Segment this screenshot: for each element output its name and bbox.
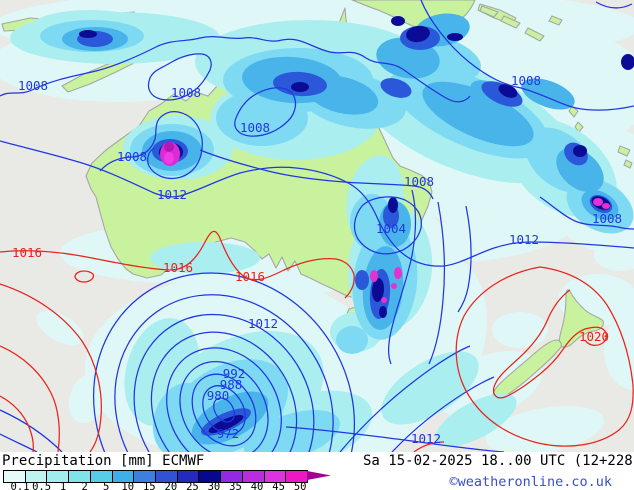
- isobar-labels: 1008 1008 1008 1008 1012 1008 1008 1004 1008 1012…: [12, 73, 622, 446]
- isobar-label: 1016: [12, 245, 42, 260]
- isobar-label: 972: [217, 426, 240, 441]
- unit-label: [mm]: [120, 453, 154, 469]
- colorbar-tick: 20: [164, 481, 178, 490]
- colorbar-segment: [134, 471, 157, 482]
- isobar-label: 1008: [511, 73, 541, 88]
- colorbar-segment: [156, 471, 178, 482]
- isobars-high: [0, 230, 634, 452]
- precip-layer-magenta: [160, 142, 610, 303]
- colorbar: [3, 470, 308, 483]
- copyright: ©weatheronline.co.uk: [449, 474, 612, 490]
- colorbar-tick: 30: [207, 481, 221, 490]
- isobars-low: [0, 0, 634, 452]
- colorbar-segment: [199, 471, 222, 482]
- nz-north-island: [558, 289, 604, 348]
- isobar-label: 992: [223, 366, 246, 381]
- colorbar-segment: [69, 471, 91, 482]
- isobar-label: 1012: [157, 187, 187, 202]
- legend-bar: Precipitation [mm] ECMWF Sa 15-02-2025 1…: [0, 452, 634, 490]
- nz-south-island: [492, 339, 562, 400]
- colorbar-tick: 0.1: [10, 481, 30, 490]
- isobar-label: 1008: [404, 174, 434, 189]
- isobar-label: 980: [207, 388, 230, 403]
- valid-time: Sa 15-02-2025 18..00 UTC (12+228): [363, 453, 634, 469]
- colorbar-tick: 40: [250, 481, 264, 490]
- colorbar-tick: 2: [81, 481, 88, 490]
- colorbar-tick: 35: [229, 481, 242, 490]
- isobar-label: 1020: [579, 329, 609, 344]
- solomon-islands: [479, 5, 563, 42]
- isobar-label: 1012: [411, 431, 441, 446]
- colorbar-tick: 0.5: [32, 481, 52, 490]
- isobar-label: 1008: [18, 78, 48, 93]
- colorbar-tick: 5: [103, 481, 110, 490]
- isobar-label: 1008: [171, 85, 201, 100]
- product-label: Precipitation: [2, 453, 112, 469]
- colorbar-tick: 10: [121, 481, 135, 490]
- isobar-label: 1016: [235, 269, 265, 284]
- deep-low-rings: [92, 272, 356, 452]
- isobar-label: 1012: [509, 232, 539, 247]
- isobar-label: 1008: [240, 120, 270, 135]
- colorbar-overflow-arrow: [307, 471, 331, 480]
- colorbar-tick: 25: [186, 481, 199, 490]
- isobar-label: 1008: [592, 211, 622, 226]
- colorbar-segment: [25, 471, 48, 482]
- colorbar-segment: [221, 471, 243, 482]
- colorbar-segment: [264, 471, 287, 482]
- legend-title: Precipitation [mm] ECMWF: [2, 453, 204, 469]
- colorbar-tick: 15: [142, 481, 156, 490]
- colorbar-segment: [4, 471, 26, 482]
- colorbar-ticks: 0.1 0.5 1 2 5 10 15 20 25 30 35 40 45 50: [3, 481, 333, 490]
- colorbar-segment: [177, 471, 200, 482]
- isobar-label: 1012: [248, 316, 278, 331]
- colorbar-tick: 50: [293, 481, 307, 490]
- colorbar-segment: [242, 471, 265, 482]
- isobar-label: 1004: [376, 221, 406, 236]
- colorbar-segment: [90, 471, 113, 482]
- colorbar-segment: [112, 471, 135, 482]
- fiji: [617, 145, 633, 169]
- model-label: ECMWF: [162, 453, 205, 469]
- colorbar-segment: [47, 471, 70, 482]
- colorbar-segment: [286, 471, 308, 482]
- precipitation-map: 1008 1008 1008 1008 1012 1008 1008 1004 1008 1012…: [0, 0, 634, 452]
- colorbar-tick: 45: [272, 481, 285, 490]
- isobar-label: 1008: [117, 149, 147, 164]
- isobar-label: 1016: [163, 260, 193, 275]
- isobar-label: 988: [220, 377, 243, 392]
- colorbar-tick: 1: [59, 481, 67, 490]
